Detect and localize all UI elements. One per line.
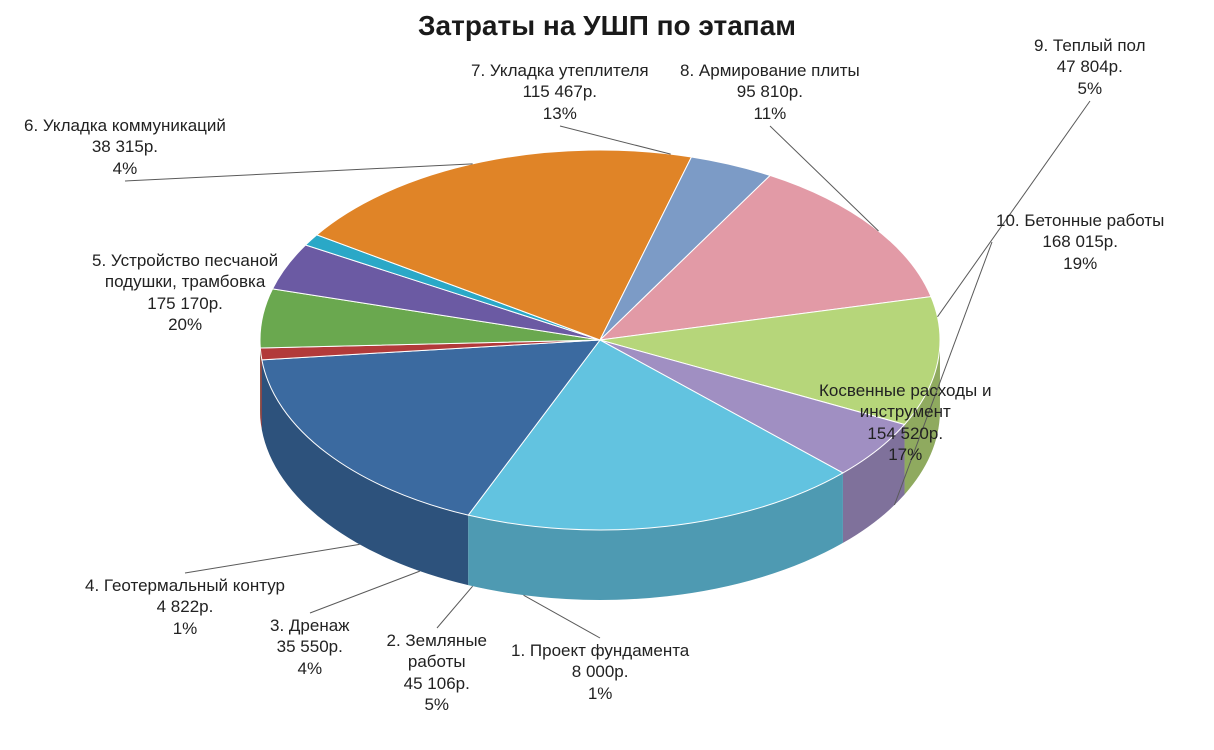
slice-label-line: 4% [270, 658, 350, 679]
leader-line [937, 101, 1090, 317]
slice-label-s5: 5. Устройство песчанойподушки, трамбовка… [92, 250, 278, 335]
slice-label-s10: 10. Бетонные работы168 015р.19% [996, 210, 1164, 274]
slice-label-line: 17% [819, 444, 991, 465]
slice-label-line: 1. Проект фундамента [511, 640, 689, 661]
slice-label-sK: Косвенные расходы иинструмент154 520р.17… [819, 380, 991, 465]
slice-label-line: 6. Укладка коммуникаций [24, 115, 226, 136]
slice-label-s9: 9. Теплый пол47 804р.5% [1034, 35, 1146, 99]
slice-label-s7: 7. Укладка утеплителя115 467р.13% [471, 60, 649, 124]
slice-label-line: 19% [996, 253, 1164, 274]
slice-label-line: 1% [511, 683, 689, 704]
slice-label-line: 4 822р. [85, 596, 285, 617]
slice-label-line: 154 520р. [819, 423, 991, 444]
slice-label-line: 9. Теплый пол [1034, 35, 1146, 56]
slice-label-line: 7. Укладка утеплителя [471, 60, 649, 81]
slice-label-line: 168 015р. [996, 231, 1164, 252]
slice-label-s1: 1. Проект фундамента8 000р.1% [511, 640, 689, 704]
leader-line [437, 586, 473, 628]
slice-label-s2: 2. Земляныеработы45 106р.5% [387, 630, 488, 715]
slice-label-line: 95 810р. [680, 81, 860, 102]
pie-chart: 7. Укладка утеплителя115 467р.13% 8. Арми… [0, 0, 1214, 750]
slice-label-line: 5% [1034, 78, 1146, 99]
slice-label-s4: 4. Геотермальный контур4 822р.1% [85, 575, 285, 639]
slice-label-line: 115 467р. [471, 81, 649, 102]
slice-label-line: 5. Устройство песчаной [92, 250, 278, 271]
slice-label-s6: 6. Укладка коммуникаций38 315р.4% [24, 115, 226, 179]
slice-label-line: 175 170р. [92, 293, 278, 314]
slice-label-line: 20% [92, 314, 278, 335]
slice-label-line: 10. Бетонные работы [996, 210, 1164, 231]
slice-label-line: 11% [680, 103, 860, 124]
slice-label-line: 13% [471, 103, 649, 124]
leader-line [185, 544, 360, 573]
slice-label-line: работы [387, 651, 488, 672]
slice-label-line: Косвенные расходы и [819, 380, 991, 401]
slice-label-s8: 8. Армирование плиты95 810р.11% [680, 60, 860, 124]
slice-label-line: 47 804р. [1034, 56, 1146, 77]
leader-line [310, 571, 420, 613]
slice-label-line: 45 106р. [387, 673, 488, 694]
slice-label-line: 2. Земляные [387, 630, 488, 651]
slice-label-line: 38 315р. [24, 136, 226, 157]
slice-label-line: 8. Армирование плиты [680, 60, 860, 81]
slice-label-line: 4. Геотермальный контур [85, 575, 285, 596]
slice-label-line: инструмент [819, 401, 991, 422]
slice-label-line: подушки, трамбовка [92, 271, 278, 292]
slice-label-line: 35 550р. [270, 636, 350, 657]
slice-label-line: 5% [387, 694, 488, 715]
leader-line [524, 595, 600, 638]
slice-label-line: 1% [85, 618, 285, 639]
slice-label-line: 8 000р. [511, 661, 689, 682]
slice-label-line: 4% [24, 158, 226, 179]
